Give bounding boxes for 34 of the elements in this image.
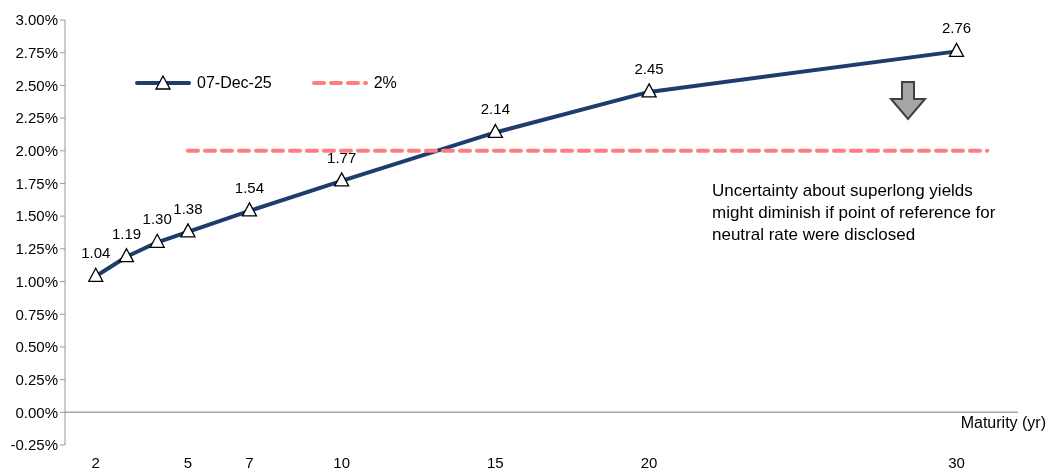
x-tick-label: 2 <box>91 453 100 470</box>
y-tick-label: 0.00% <box>15 403 58 421</box>
data-label: 2.45 <box>634 59 664 77</box>
data-label: 1.19 <box>111 224 142 242</box>
x-tick-label: 7 <box>245 453 254 470</box>
data-label: 1.30 <box>142 210 172 228</box>
x-tick-label: 10 <box>333 453 351 470</box>
data-label: 1.77 <box>327 148 357 166</box>
data-label: 2.14 <box>480 100 510 118</box>
y-tick-label: 0.25% <box>15 370 58 388</box>
legend-label: 07-Dec-25 <box>197 74 272 92</box>
x-tick-label: 30 <box>948 453 965 470</box>
y-tick-label: 3.00% <box>15 11 58 29</box>
x-axis-title: Maturity (yr) <box>960 414 1046 432</box>
x-tick-label: 5 <box>183 453 193 470</box>
x-tick-label: 15 <box>487 453 504 470</box>
y-tick-label: -0.25% <box>10 436 58 454</box>
y-tick-label: 2.00% <box>15 142 58 160</box>
y-tick-label: 0.75% <box>15 305 58 323</box>
annotation: Uncertainty about superlong yields might diminish if point of reference for neutral rate were disclosed <box>712 180 997 246</box>
data-label: 1.54 <box>234 178 265 196</box>
data-label: 1.04 <box>81 244 111 262</box>
data-label: 2.76 <box>941 19 972 37</box>
y-tick-label: 1.00% <box>15 272 58 290</box>
data-label: 1.38 <box>173 199 203 217</box>
y-tick-label: 0.50% <box>15 338 58 356</box>
y-tick-label: 1.25% <box>15 240 58 258</box>
y-tick-label: 1.50% <box>15 207 58 225</box>
y-tick-label: 1.75% <box>15 174 58 192</box>
y-tick-label: 2.75% <box>15 44 58 62</box>
x-tick-label: 20 <box>640 453 658 470</box>
y-tick-label: 2.25% <box>15 109 58 127</box>
legend-label: 2% <box>373 74 397 92</box>
y-tick-label: 2.50% <box>15 76 58 94</box>
